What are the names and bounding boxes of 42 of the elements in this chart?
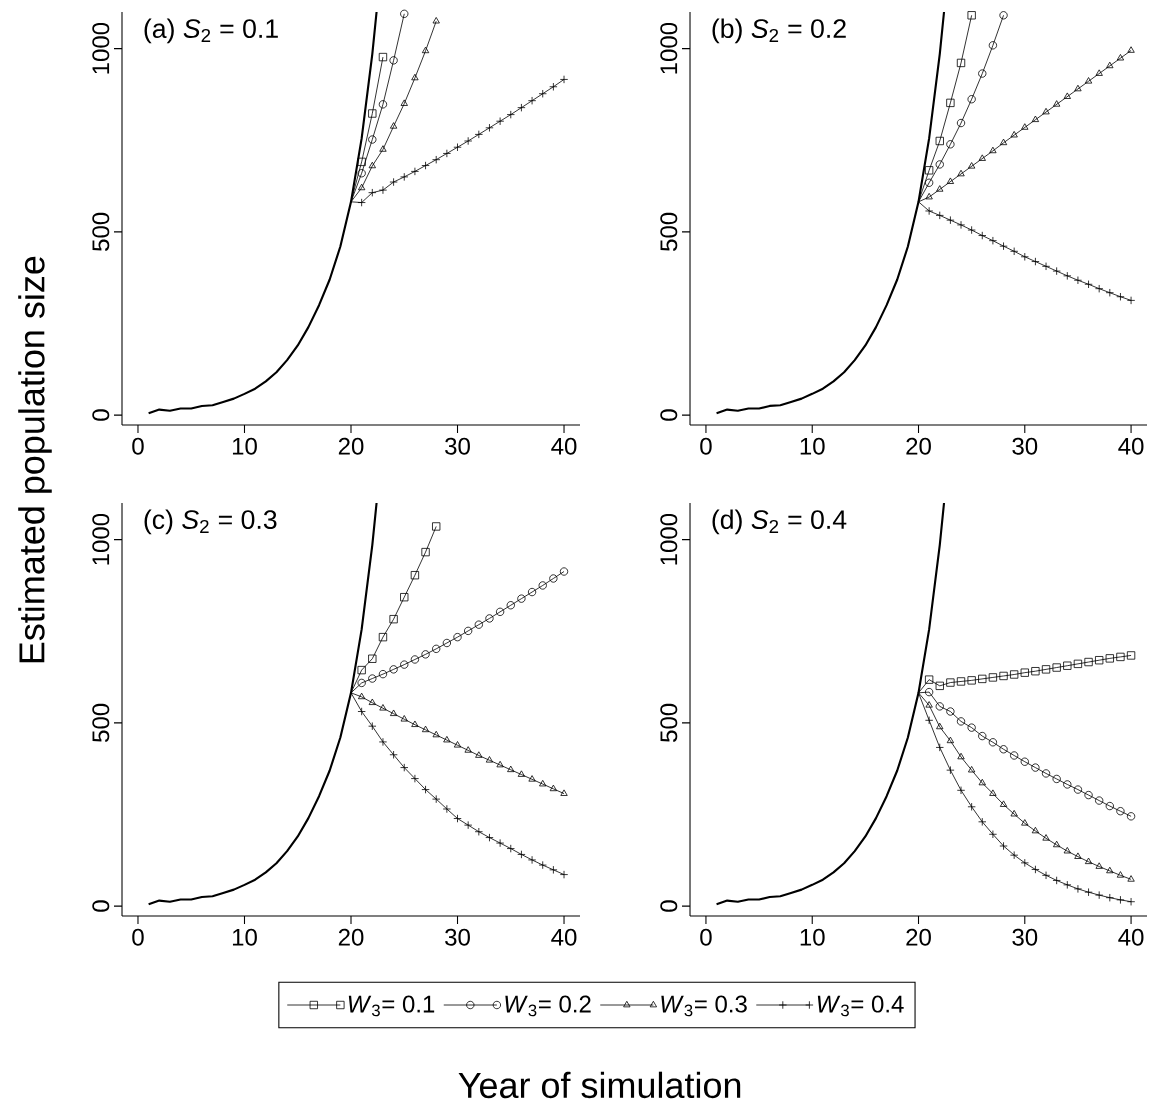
chart-title: (c) S$_{2}$ = 0.3 bbox=[144, 509, 277, 535]
y-tick-label: 1000 bbox=[92, 513, 110, 565]
x-tick-label: 40 bbox=[1118, 928, 1144, 946]
x-axis-title: Year of simulation bbox=[458, 1071, 741, 1099]
x-tick-label: 40 bbox=[551, 437, 577, 455]
y-tick-label: 500 bbox=[660, 703, 678, 742]
x-tick-label: 0 bbox=[132, 928, 144, 946]
y-tick-label: 500 bbox=[92, 212, 110, 251]
x-tick-label: 30 bbox=[1012, 928, 1038, 946]
x-tick-label: 10 bbox=[232, 928, 257, 946]
y-tick-label: 0 bbox=[660, 409, 678, 421]
x-tick-label: 0 bbox=[700, 437, 712, 455]
x-tick-label: 40 bbox=[1118, 437, 1144, 455]
y-tick-label: 500 bbox=[660, 212, 678, 251]
y-tick-label: 0 bbox=[92, 409, 110, 421]
x-tick-label: 20 bbox=[906, 437, 931, 455]
x-tick-label: 20 bbox=[338, 928, 364, 946]
legend-label: W$_{3}$= 0.1 bbox=[348, 995, 435, 1017]
x-tick-label: 20 bbox=[906, 928, 931, 946]
x-tick-label: 20 bbox=[338, 437, 364, 455]
y-tick-label: 1000 bbox=[660, 22, 678, 74]
chart-title: (b) S$_{2}$ = 0.2 bbox=[712, 18, 846, 44]
x-tick-label: 30 bbox=[1012, 437, 1038, 455]
x-tick-label: 0 bbox=[132, 437, 144, 455]
legend-label: W$_{3}$= 0.2 bbox=[505, 995, 591, 1017]
x-tick-label: 10 bbox=[800, 437, 825, 455]
chart-title: (d) S$_{2}$ = 0.4 bbox=[712, 509, 847, 535]
y-axis-title: Estimated population size bbox=[18, 256, 52, 663]
x-tick-label: 10 bbox=[232, 437, 257, 455]
legend-label: W$_{3}$= 0.3 bbox=[661, 995, 747, 1017]
x-tick-label: 0 bbox=[700, 928, 712, 946]
y-tick-label: 500 bbox=[92, 703, 110, 742]
x-tick-label: 10 bbox=[800, 928, 825, 946]
x-tick-label: 40 bbox=[551, 928, 577, 946]
x-tick-label: 30 bbox=[445, 437, 470, 455]
y-tick-label: 1000 bbox=[660, 513, 678, 565]
chart-title: (a) S$_{2}$ = 0.1 bbox=[144, 18, 278, 44]
y-tick-label: 1000 bbox=[92, 22, 110, 74]
y-tick-label: 0 bbox=[660, 900, 678, 912]
y-tick-label: 0 bbox=[92, 900, 110, 912]
legend-label: W$_{3}$= 0.4 bbox=[817, 995, 904, 1017]
x-tick-label: 30 bbox=[445, 928, 470, 946]
